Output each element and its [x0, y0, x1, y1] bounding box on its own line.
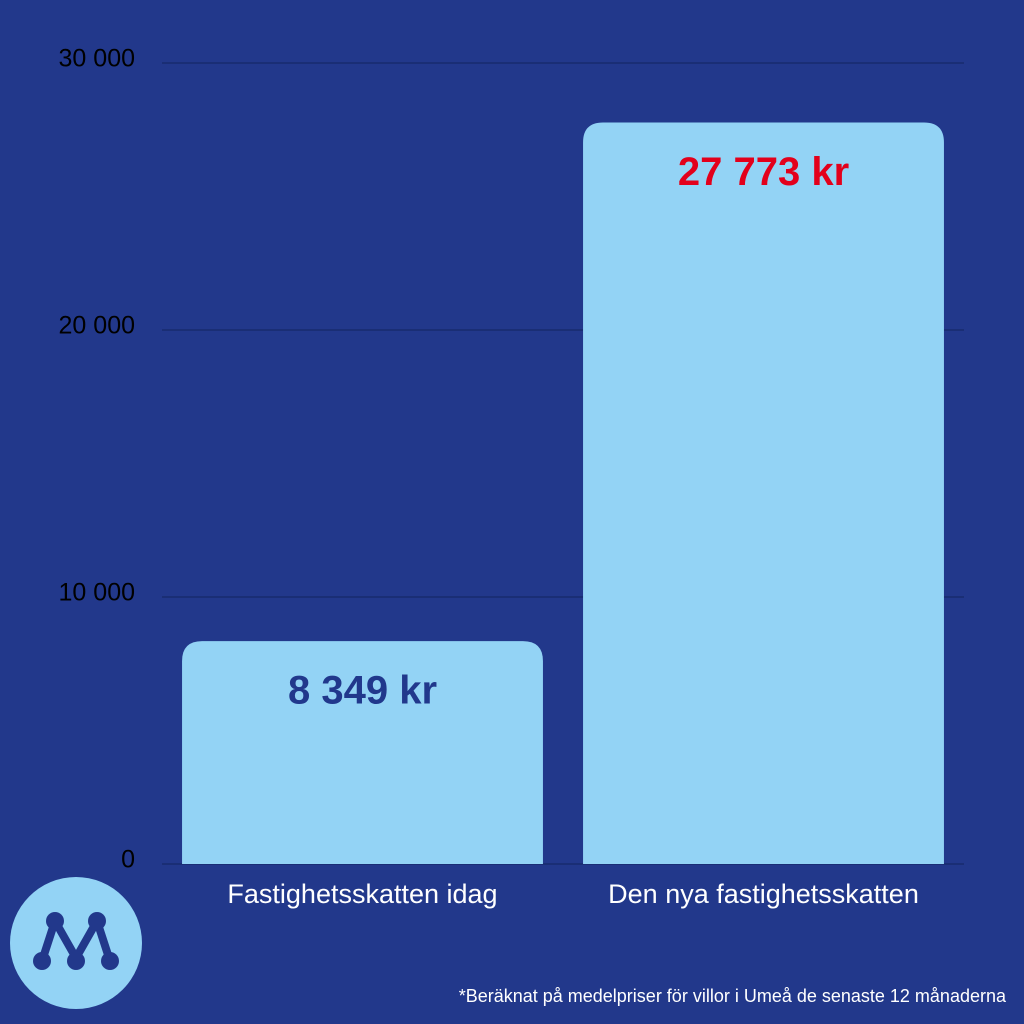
- value-label: 8 349 kr: [288, 669, 437, 713]
- y-tick-label: 10 000: [59, 579, 135, 607]
- bar: [583, 122, 944, 865]
- x-tick-label: Den nya fastighetsskatten: [608, 879, 919, 909]
- logo: [10, 877, 142, 1009]
- y-tick-label: 20 000: [59, 312, 135, 340]
- x-tick-label: Fastighetsskatten idag: [227, 879, 497, 909]
- y-tick-label: 30 000: [59, 45, 135, 73]
- bar: [182, 641, 543, 864]
- value-label: 27 773 kr: [678, 150, 849, 194]
- footnote: *Beräknat på medelpriser för villor i Um…: [459, 986, 1007, 1006]
- y-tick-label: 0: [121, 846, 135, 874]
